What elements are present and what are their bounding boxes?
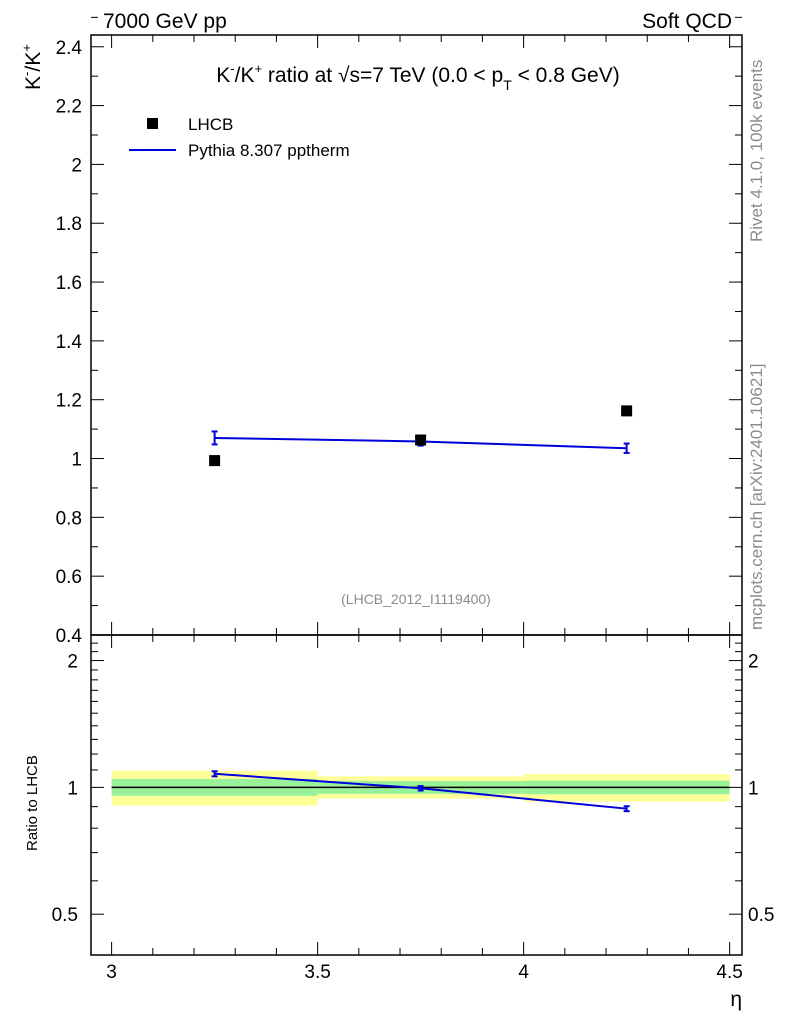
y-tick-label: 0.4 <box>56 626 83 647</box>
legend: LHCB Pythia 8.307 pptherm <box>129 115 350 160</box>
ratio-y-axis: 0.5 0.5 1 1 2 2 <box>52 634 774 956</box>
mcplots-label: mcplots.cern.ch [arXiv:2401.10621] <box>747 364 766 630</box>
y-tick-label: 0.6 <box>56 567 82 588</box>
ratio-panel: 0.5 0.5 1 1 2 2 Ratio to LHCB <box>24 634 774 956</box>
x-tick-label: 4 <box>518 962 529 983</box>
ratio-y-title: Ratio to LHCB <box>24 755 41 851</box>
y-tick-label: 2.2 <box>56 97 82 118</box>
main-marks <box>209 405 633 467</box>
legend-label-pythia: Pythia 8.307 pptherm <box>188 141 350 160</box>
ratio-frame <box>90 634 743 956</box>
ratio-tick-label-left: 0.5 <box>52 905 78 926</box>
x-tick-label: 4.5 <box>716 962 742 983</box>
y-tick-label: 2.4 <box>56 38 83 59</box>
x-axis-title: η <box>730 988 742 1011</box>
ratio-tick-label-right: 2 <box>748 652 759 673</box>
y-tick-label: 1 <box>71 450 82 471</box>
x-tick-label: 3.5 <box>304 962 330 983</box>
ratio-tick-label-left: 2 <box>67 652 78 673</box>
legend-marker-lhcb <box>147 118 158 129</box>
y-tick-label: 1.2 <box>56 391 82 412</box>
y-tick-label: 0.8 <box>56 508 82 529</box>
header-left: 7000 GeV pp <box>103 10 227 33</box>
main-panel: 0.4 0.6 0.8 1 1.2 1.4 1.6 1.8 2 2.2 2.4 K-/K+ rati… <box>19 16 743 647</box>
lhcb-point <box>621 405 633 417</box>
ratio-tick-label-right: 0.5 <box>748 905 774 926</box>
header-right: Soft QCD <box>642 10 732 33</box>
y-axis-title: K-/K+ <box>19 44 45 90</box>
y-tick-label: 1.4 <box>56 332 83 353</box>
ratio-tick-label-left: 1 <box>67 778 78 799</box>
main-y-axis: 0.4 0.6 0.8 1 1.2 1.4 1.6 1.8 2 2.2 2.4 <box>56 16 742 647</box>
ratio-tick-label-right: 1 <box>748 778 759 799</box>
rivet-label: Rivet 4.1.0, 100k events <box>747 60 766 242</box>
x-axis: 3 3.5 4 4.5 <box>106 35 743 983</box>
analysis-watermark: (LHCB_2012_I1119400) <box>341 591 491 607</box>
legend-label-lhcb: LHCB <box>188 115 233 134</box>
y-tick-label: 1.6 <box>56 273 82 294</box>
y-tick-label: 2 <box>71 155 82 176</box>
ratio-marks <box>211 770 630 813</box>
x-tick-label: 3 <box>106 962 117 983</box>
lhcb-point <box>415 434 427 446</box>
chart-title: K-/K+ ratio at √s=7 TeV (0.0 < pT < 0.8 … <box>216 61 619 93</box>
lhcb-point <box>209 455 221 467</box>
y-tick-label: 1.8 <box>56 214 82 235</box>
